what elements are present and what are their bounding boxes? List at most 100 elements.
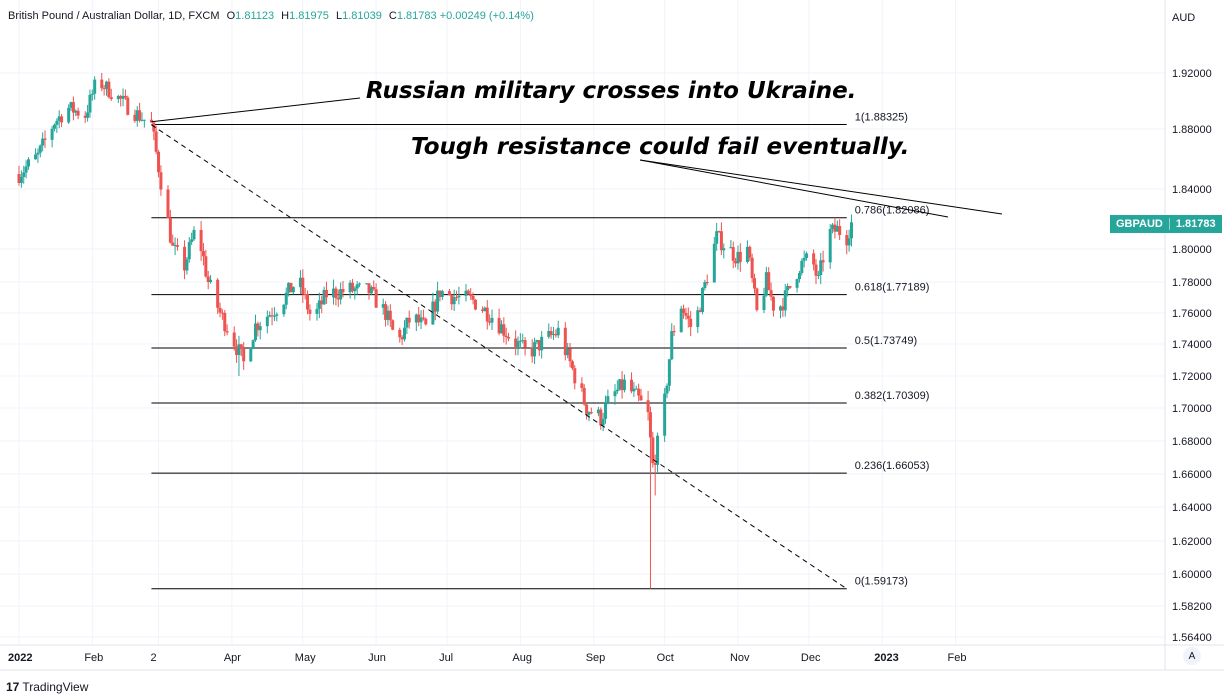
candle-body — [630, 379, 634, 392]
candle-body — [209, 279, 213, 283]
candle-body — [41, 138, 45, 146]
auto-scale-button[interactable]: A — [1183, 647, 1201, 665]
candle-body — [521, 340, 525, 342]
high-label: H — [281, 10, 290, 22]
candle-body — [237, 344, 241, 356]
candle-body — [341, 289, 345, 293]
candle-body — [712, 243, 716, 283]
price-tick-label: 1.70000 — [1172, 403, 1212, 415]
candle-body — [26, 159, 30, 167]
candle-body — [580, 383, 584, 389]
time-tick-label: Feb — [84, 652, 103, 664]
annotation-russia-pointer[interactable] — [151, 97, 361, 123]
time-tick-label: May — [295, 652, 316, 664]
candle-body — [838, 226, 842, 236]
candle-body — [755, 288, 759, 311]
candle-body — [254, 323, 257, 341]
candle-body — [537, 340, 541, 351]
candle-body — [36, 152, 40, 155]
candle-body — [568, 348, 572, 362]
candle-body — [738, 251, 742, 262]
fib-level-label: 0.382(1.70309) — [855, 390, 930, 402]
tradingview-brand: TradingView — [22, 680, 89, 694]
fib-level-label: 0(1.59173) — [855, 576, 908, 588]
candle-body — [585, 404, 589, 415]
candle-body — [414, 314, 418, 323]
candle-body — [206, 276, 210, 283]
annotation-resistance-pointer[interactable] — [639, 159, 949, 218]
candle-body — [734, 260, 738, 264]
price-tick-label: 1.74000 — [1172, 339, 1212, 351]
candlestick-series — [17, 73, 853, 589]
price-tick-label: 1.62000 — [1172, 536, 1212, 548]
candle-body — [74, 110, 78, 113]
candle-body — [499, 324, 503, 334]
candle-body — [374, 289, 378, 308]
change-value: +0.00249 (+0.14%) — [439, 10, 534, 22]
candle-body — [604, 403, 608, 419]
candle-body — [800, 260, 804, 274]
candle-body — [547, 331, 551, 337]
candle-body — [256, 323, 260, 331]
price-axis[interactable]: 1.92000 1.88000 1.84000 1.80000 1.78000 1.760… — [1172, 68, 1212, 644]
candle-body — [436, 290, 440, 312]
trendlines[interactable] — [151, 97, 1003, 590]
candle-body — [589, 412, 593, 414]
candle-body — [667, 359, 671, 386]
time-tick-label: Feb — [948, 652, 967, 664]
currency-label: AUD — [1172, 12, 1196, 24]
candle-body — [220, 312, 224, 314]
candle-body — [821, 260, 825, 263]
candle-body — [447, 291, 451, 296]
open-value: 1.81123 — [235, 10, 275, 22]
candle-body — [831, 224, 835, 230]
candle-body — [566, 348, 570, 356]
candle-body — [535, 340, 539, 343]
candle-body — [433, 301, 437, 312]
candle-body — [464, 290, 468, 296]
candle-body — [533, 342, 537, 357]
candle-body — [663, 393, 667, 436]
annotation-resistance[interactable]: Tough resistance could fail eventually. — [411, 134, 910, 160]
candle-body — [497, 317, 501, 334]
time-tick-label: Sep — [586, 652, 606, 664]
candle-body — [270, 315, 274, 317]
fibonacci-retracement[interactable]: 1(1.88325) 0.786(1.82086) 0.618(1.77189) 0.… — [151, 111, 930, 590]
annotation-resistance-pointer[interactable] — [639, 159, 1003, 215]
candle-body — [218, 307, 222, 313]
candle-body — [665, 385, 669, 394]
candle-body — [175, 245, 179, 247]
candle-body — [488, 321, 492, 323]
dashed-trendline[interactable] — [151, 124, 848, 590]
candle-body — [455, 297, 459, 299]
price-tick-label: 1.78000 — [1172, 277, 1212, 289]
candle-body — [845, 235, 849, 246]
candle-body — [762, 295, 766, 311]
annotation-russia[interactable]: Russian military crosses into Ukraine. — [366, 78, 857, 104]
candle-body — [308, 309, 312, 314]
candle-body — [504, 335, 508, 338]
candle-body — [540, 336, 544, 351]
candle-body — [358, 283, 362, 285]
candle-body — [686, 315, 690, 319]
candle-body — [485, 307, 489, 322]
candle-body — [471, 295, 475, 300]
symbol-title: British Pound / Australian Dollar, 1D, F… — [8, 10, 220, 22]
candle-body — [731, 247, 735, 261]
candle-body — [715, 231, 719, 244]
candle-body — [516, 341, 520, 347]
last-price-tag: GBPAUD 1.81783 — [1110, 215, 1222, 233]
candle-body — [452, 297, 456, 305]
fib-level-label: 1(1.88325) — [855, 111, 908, 123]
time-axis[interactable]: 2022 Feb 2 Apr May Jun Jul Aug Sep Oct Nov Dec 2023 F… — [8, 652, 967, 664]
candle-body — [171, 242, 175, 246]
price-tick-label: 1.56400 — [1172, 632, 1212, 644]
candle-body — [639, 395, 643, 401]
candle-body — [135, 110, 139, 121]
candle-body — [149, 119, 153, 123]
tradingview-logo[interactable]: 17 TradingView — [6, 680, 88, 694]
candle-body — [563, 327, 567, 356]
candle-body — [748, 246, 752, 258]
candle-body — [722, 248, 726, 251]
